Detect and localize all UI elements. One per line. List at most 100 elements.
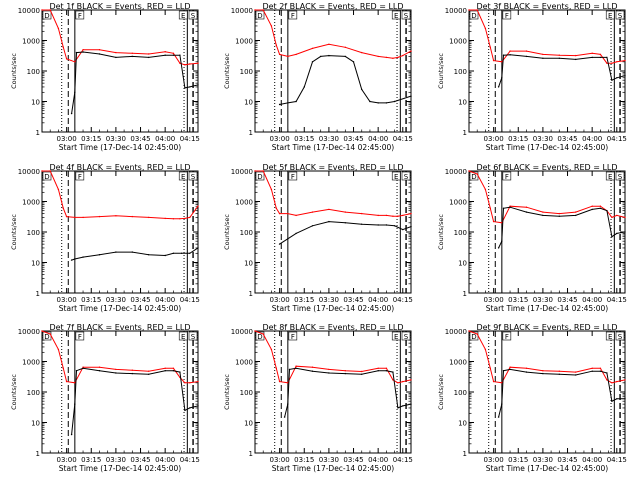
chart-panel-5: Det 5f BLACK = Events, RED = LLD 1 10 100 10… — [223, 163, 413, 313]
panel-title: Det 1f BLACK = Events, RED = LLD — [49, 2, 190, 11]
corner-label: F — [505, 333, 509, 341]
lld-data-point — [148, 216, 150, 219]
corner-label: S — [618, 12, 623, 20]
lld-data-point — [385, 367, 388, 369]
corner-label-box — [605, 10, 615, 20]
events-data-point — [288, 368, 291, 371]
events-data-point — [197, 405, 199, 407]
events-series-line — [279, 221, 412, 245]
x-tick-label: 03:00 — [484, 456, 504, 464]
events-data-point — [278, 103, 281, 106]
panel-title: Det 3f BLACK = Events, RED = LLD — [476, 2, 617, 11]
events-series-line — [498, 368, 625, 418]
events-data-point — [148, 56, 150, 59]
events-data-point — [361, 373, 363, 375]
corner-label: E — [608, 173, 612, 181]
events-data-point — [392, 371, 394, 373]
events-data-point — [70, 433, 73, 436]
events-data-point — [164, 254, 166, 257]
y-tick-label: 1 — [249, 290, 253, 298]
events-data-point — [606, 210, 608, 212]
lld-data-point — [172, 52, 175, 54]
events-data-point — [328, 372, 330, 374]
events-data-point — [591, 56, 593, 59]
x-tick-label: 03:00 — [270, 456, 290, 464]
corner-label-box — [615, 10, 625, 20]
corner-label-box — [178, 331, 188, 341]
corner-label: S — [618, 173, 623, 181]
lld-data-point — [397, 215, 399, 217]
x-tick-label: 03:45 — [557, 456, 577, 464]
y-tick-label: 10 — [458, 420, 467, 428]
events-data-point — [497, 86, 500, 88]
corner-label-box — [502, 171, 512, 181]
lld-data-point — [262, 9, 264, 11]
y-tick-label: 100 — [27, 68, 40, 76]
lld-data-point — [542, 53, 544, 56]
x-axis-label: Start Time (17-Dec-14 02:45:00) — [486, 143, 608, 152]
events-data-point — [575, 374, 577, 376]
lld-data-point — [179, 62, 181, 64]
x-tick-label: 03:45 — [130, 456, 150, 464]
corner-label-box — [401, 10, 411, 20]
x-tick-label: 04:00 — [368, 456, 388, 464]
y-tick-label: 10000 — [18, 328, 40, 336]
x-tick-label: 03:15 — [508, 135, 528, 143]
lld-data-point — [275, 207, 277, 209]
x-tick-label: 04:00 — [368, 135, 388, 143]
lld-data-point — [41, 170, 43, 172]
events-series-line — [498, 206, 626, 249]
y-tick-label: 10 — [244, 420, 253, 428]
y-tick-label: 10 — [458, 99, 467, 107]
x-tick-label: 03:30 — [106, 135, 126, 143]
y-tick-label: 1 — [463, 450, 467, 458]
lld-data-point — [98, 49, 101, 51]
corner-label: D — [44, 333, 49, 341]
plot-frame — [254, 330, 412, 454]
y-tick-label: 100 — [454, 389, 467, 397]
x-tick-label: 04:00 — [582, 135, 602, 143]
events-data-point — [501, 403, 503, 405]
events-data-point — [115, 372, 117, 374]
corner-label-box — [42, 171, 52, 181]
chart-panel-4: Det 4f BLACK = Events, RED = LLD 1 10 100 10… — [10, 163, 200, 313]
y-tick-label: 10 — [458, 260, 467, 268]
x-tick-label: 04:15 — [607, 135, 627, 143]
x-tick-label: 04:15 — [607, 296, 627, 304]
lld-data-point — [164, 217, 166, 220]
events-data-point — [148, 254, 150, 256]
events-series-line — [498, 54, 626, 88]
events-data-point — [320, 55, 322, 58]
events-series-line — [71, 51, 199, 114]
y-axis-label: Counts/sec — [223, 53, 231, 89]
y-tick-label: 1 — [36, 450, 40, 458]
events-data-point — [397, 407, 399, 409]
lld-data-point — [65, 380, 68, 383]
y-tick-label: 1000 — [449, 199, 467, 207]
lld-data-point — [558, 54, 560, 56]
y-axis-label: Counts/sec — [437, 53, 445, 89]
events-data-point — [385, 370, 388, 372]
events-data-point — [189, 407, 191, 409]
lld-data-point — [606, 62, 608, 64]
x-axis-label: Start Time (17-Dec-14 02:45:00) — [59, 304, 181, 313]
x-tick-label: 04:00 — [582, 296, 602, 304]
corner-label: D — [44, 173, 49, 181]
corner-label-box — [605, 171, 615, 181]
x-axis-label: Start Time (17-Dec-14 02:45:00) — [59, 143, 181, 152]
y-axis-label: Counts/sec — [437, 214, 445, 250]
x-tick-label: 04:15 — [607, 456, 627, 464]
corner-label-box — [605, 331, 615, 341]
events-data-point — [385, 224, 388, 226]
lld-series-line — [254, 330, 412, 384]
lld-data-point — [525, 367, 528, 369]
events-data-point — [606, 372, 608, 374]
events-data-point — [361, 223, 363, 225]
lld-data-point — [489, 207, 491, 209]
events-data-point — [74, 91, 76, 94]
corner-label: F — [291, 333, 295, 341]
events-data-point — [501, 240, 503, 242]
lld-data-point — [611, 62, 613, 64]
panel-title: Det 7f BLACK = Events, RED = LLD — [49, 323, 190, 332]
lld-data-point — [402, 214, 404, 217]
